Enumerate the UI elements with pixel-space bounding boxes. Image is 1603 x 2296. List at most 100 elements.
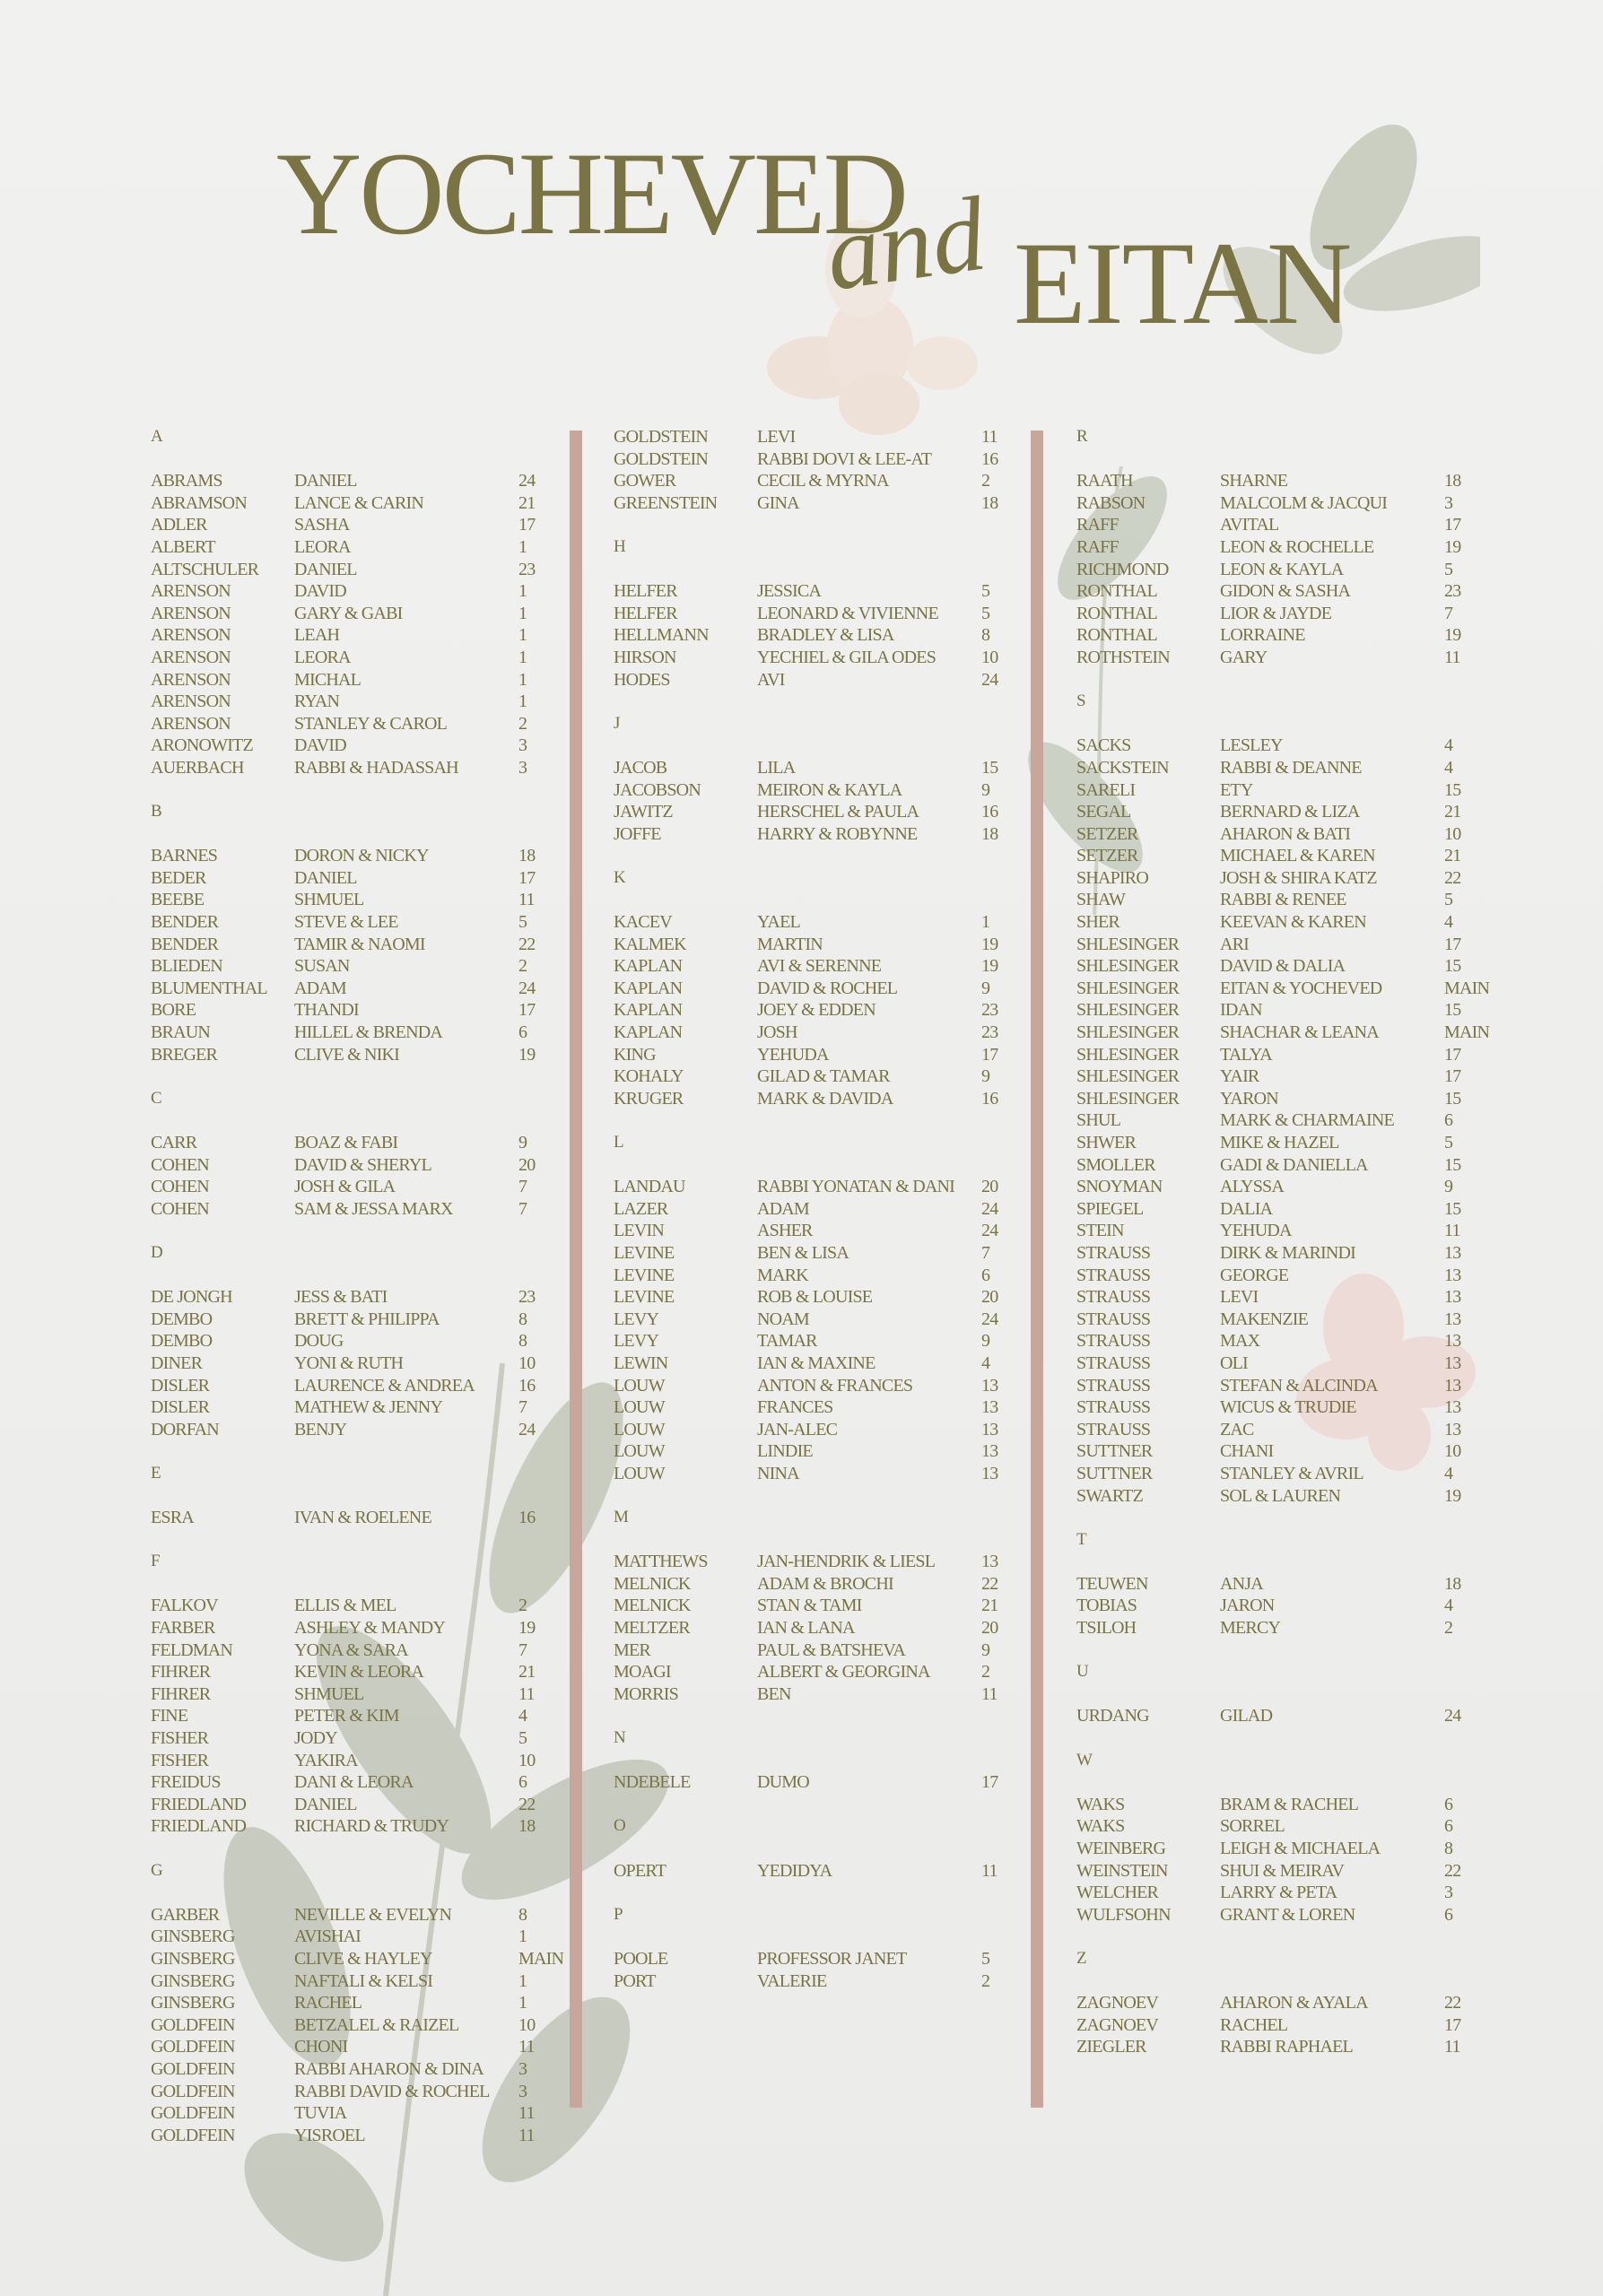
guest-first-names: YEHUDA <box>1220 1221 1292 1241</box>
guest-row: KALMEK MARTIN 19 <box>614 934 1053 956</box>
guest-first-names: YONI & RUTH <box>294 1352 404 1373</box>
table-number: 24 <box>981 1198 998 1219</box>
guest-surname: GINSBERG <box>151 1993 235 2013</box>
table-number: 8 <box>518 1331 527 1352</box>
guest-row: HIRSON YECHIEL & GILA ODES 10 <box>614 647 1053 669</box>
guest-surname: SHLESINGER <box>1076 1088 1180 1109</box>
guest-first-names: BEN & LISA <box>757 1242 849 1263</box>
guest-surname: BEDER <box>151 867 206 888</box>
section-letter: D <box>151 1242 163 1262</box>
guest-first-names: LEONARD & VIVIENNE <box>757 603 939 623</box>
table-number: 19 <box>1444 536 1461 557</box>
guest-row: POOLE PROFESSOR JANET 5 <box>614 1948 1053 1970</box>
section-letter: G <box>151 1860 163 1880</box>
guest-first-names: DANIEL <box>294 867 357 888</box>
table-number: 7 <box>981 1242 990 1263</box>
guest-row: GINSBERG RACHEL 1 <box>151 1992 590 2014</box>
guest-first-names: YEDIDYA <box>757 1860 832 1881</box>
guest-surname: MELTZER <box>614 1618 691 1639</box>
guest-first-names: LIOR & JAYDE <box>1220 603 1332 623</box>
guest-row: DORFAN BENJY 24 <box>151 1419 590 1441</box>
guest-surname: GINSBERG <box>151 1926 235 1947</box>
guest-surname: ESRA <box>151 1508 195 1528</box>
section-letter: B <box>151 802 162 822</box>
guest-surname: BARNES <box>151 846 218 866</box>
guest-row: JOFFE HARRY & ROBYNNE 18 <box>614 823 1053 846</box>
guest-first-names: MARK & CHARMAINE <box>1220 1110 1395 1131</box>
section-gap <box>614 1750 1053 1772</box>
guest-row: SUTTNER STANLEY & AVRIL 4 <box>1076 1463 1516 1485</box>
guest-first-names: LESLEY <box>1220 735 1283 756</box>
guest-surname: TSILOH <box>1076 1618 1137 1639</box>
guest-first-names: SASHA <box>294 515 350 535</box>
guest-surname: MATTHEWS <box>614 1552 709 1572</box>
section-gap <box>614 1838 1053 1860</box>
guest-surname: STRAUSS <box>1076 1352 1151 1373</box>
guest-first-names: RACHEL <box>294 1993 362 2013</box>
guest-row: NDEBELE DUMO 17 <box>614 1771 1053 1794</box>
section-gap <box>151 1485 590 1508</box>
guest-first-names: CECIL & MYRNA <box>757 471 889 491</box>
guest-row: DISLER MATHEW & JENNY 7 <box>151 1396 590 1419</box>
guest-surname: HIRSON <box>614 647 676 667</box>
guest-first-names: GADI & DANIELLA <box>1220 1154 1368 1175</box>
table-number: 6 <box>518 1022 527 1043</box>
table-number: 10 <box>518 2014 536 2035</box>
guest-row: FISHER YAKIRA 10 <box>151 1750 590 1772</box>
guest-row: SHLESINGER SHACHAR & LEANA MAIN <box>1076 1022 1516 1044</box>
guest-surname: SHER <box>1076 912 1120 933</box>
table-number: 19 <box>1444 1485 1461 1506</box>
guest-surname: AUERBACH <box>151 757 244 778</box>
guest-row: KAPLAN AVI & SERENNE 19 <box>614 955 1053 978</box>
guest-row: FREIDUS DANI & LEORA 6 <box>151 1771 590 1794</box>
table-number: 21 <box>518 1662 536 1683</box>
guest-row: FISHER JODY 5 <box>151 1727 590 1750</box>
guest-surname: KALMEK <box>614 934 687 954</box>
guest-first-names: KEEVAN & KAREN <box>1220 912 1367 933</box>
guest-first-names: ASHLEY & MANDY <box>294 1618 446 1639</box>
table-number: 15 <box>1444 779 1461 800</box>
guest-first-names: DANIEL <box>294 1794 357 1814</box>
guest-first-names: AHARON & BATI <box>1220 823 1351 844</box>
guest-row: BENDER TAMIR & NAOMI 22 <box>151 934 590 956</box>
guest-column-1: A ABRAMS DANIEL 24 ABRAMSON LANCE & CARIN 21 AD… <box>151 426 590 2146</box>
section-gap <box>1076 1551 1516 1573</box>
guest-surname: SHLESINGER <box>1076 1000 1180 1021</box>
guest-surname: JACOB <box>614 757 667 778</box>
guest-row: BEEBE SHMUEL 11 <box>151 889 590 911</box>
section-gap <box>151 1882 590 1904</box>
table-number: 22 <box>1444 867 1461 888</box>
table-number: 13 <box>1444 1419 1461 1439</box>
guest-surname: LEVINE <box>614 1287 675 1308</box>
table-number: 19 <box>981 956 998 977</box>
guest-surname: WULFSOHN <box>1076 1904 1172 1925</box>
guest-surname: SUTTNER <box>1076 1441 1153 1462</box>
guest-first-names: AVITAL <box>1220 515 1279 535</box>
guest-row: RABSON MALCOLM & JACQUI 3 <box>1076 492 1516 515</box>
guest-first-names: JAN-HENDRIK & LIESL <box>757 1552 936 1572</box>
guest-surname: SHLESINGER <box>1076 1044 1180 1065</box>
guest-row: DINER YONI & RUTH 10 <box>151 1352 590 1375</box>
table-number: 18 <box>518 1816 536 1837</box>
table-number: 16 <box>981 448 998 469</box>
guest-row: STRAUSS OLI 13 <box>1076 1352 1516 1375</box>
guest-row: SACKS LESLEY 4 <box>1076 735 1516 757</box>
table-number: 10 <box>981 647 998 667</box>
table-number: 11 <box>1444 647 1460 667</box>
guest-row: GOLDFEIN RABBI DAVID & ROCHEL 3 <box>151 2081 590 2103</box>
guest-first-names: CHONI <box>294 2037 348 2057</box>
table-number: 13 <box>1444 1331 1461 1352</box>
table-number: 1 <box>518 669 527 690</box>
guest-row: SHAPIRO JOSH & SHIRA KATZ 22 <box>1076 867 1516 890</box>
guest-row: GOLDFEIN CHONI 11 <box>151 2036 590 2058</box>
guest-first-names: ETY <box>1220 779 1253 800</box>
guest-surname: SUTTNER <box>1076 1463 1153 1483</box>
guest-first-names: DAVID <box>294 581 347 602</box>
guest-row: GINSBERG CLIVE & HAYLEY MAIN <box>151 1948 590 1970</box>
guest-first-names: NINA <box>757 1463 800 1483</box>
guest-first-names: RABBI AHARON & DINA <box>294 2058 484 2079</box>
guest-row: COHEN SAM & JESSA MARX 7 <box>151 1198 590 1221</box>
guest-surname: DINER <box>151 1352 203 1373</box>
section-gap <box>151 1065 590 1088</box>
table-number: 8 <box>1444 1839 1453 1858</box>
